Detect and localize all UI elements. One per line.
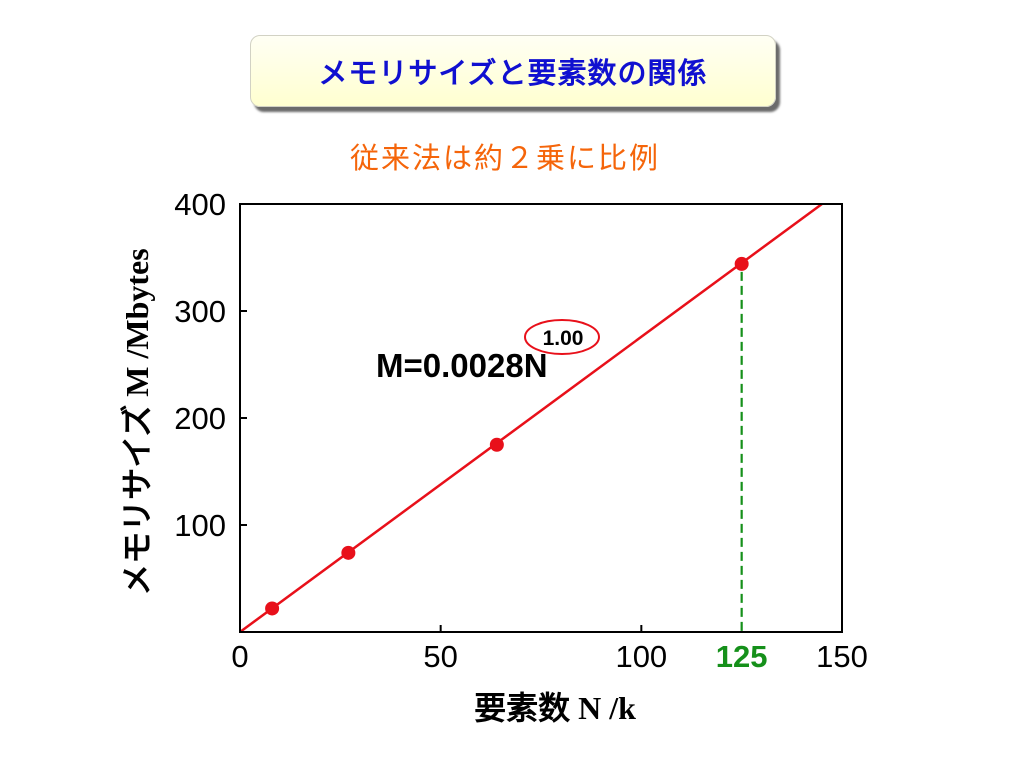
x-axis-label-unit: N /k <box>578 690 636 726</box>
y-tick-label: 200 <box>174 401 226 436</box>
x-tick-label-highlight: 125 <box>716 639 768 674</box>
x-tick-label: 150 <box>816 639 868 674</box>
axis-tick-labels: 0 50 100 150 100 200 300 400 125 <box>174 187 868 674</box>
y-tick-label: 300 <box>174 294 226 329</box>
axis-ticks <box>239 203 843 632</box>
data-point <box>734 256 749 271</box>
plot-frame <box>239 203 843 633</box>
x-tick-label: 0 <box>231 639 248 674</box>
slide-title: メモリサイズと要素数の関係 <box>318 56 708 90</box>
y-axis-label: メモリサイズ M /Mbytes <box>118 248 156 595</box>
x-tick-label: 100 <box>615 639 667 674</box>
y-axis-label-unit: M /Mbytes <box>119 248 155 396</box>
x-tick-label: 50 <box>423 639 457 674</box>
exponent-circle <box>524 319 600 355</box>
x-axis-label: 要素数 N /k <box>474 689 636 727</box>
fit-equation: M=0.0028N <box>376 347 548 384</box>
data-markers <box>265 256 749 616</box>
slide-subtitle: 従来法は約２乗に比例 <box>349 141 660 175</box>
fit-exponent: 1.00 <box>543 327 584 350</box>
y-axis-label-main: メモリサイズ <box>118 405 156 596</box>
y-tick-label: 100 <box>174 508 226 543</box>
x-axis-label-main: 要素数 <box>474 689 571 727</box>
chart-lines <box>239 202 823 634</box>
y-tick-label: 400 <box>174 187 226 222</box>
data-point <box>265 601 280 616</box>
data-point <box>341 545 356 560</box>
fit-line <box>239 202 823 634</box>
slide-title-box: メモリサイズと要素数の関係 <box>250 35 776 107</box>
data-point <box>489 437 504 452</box>
